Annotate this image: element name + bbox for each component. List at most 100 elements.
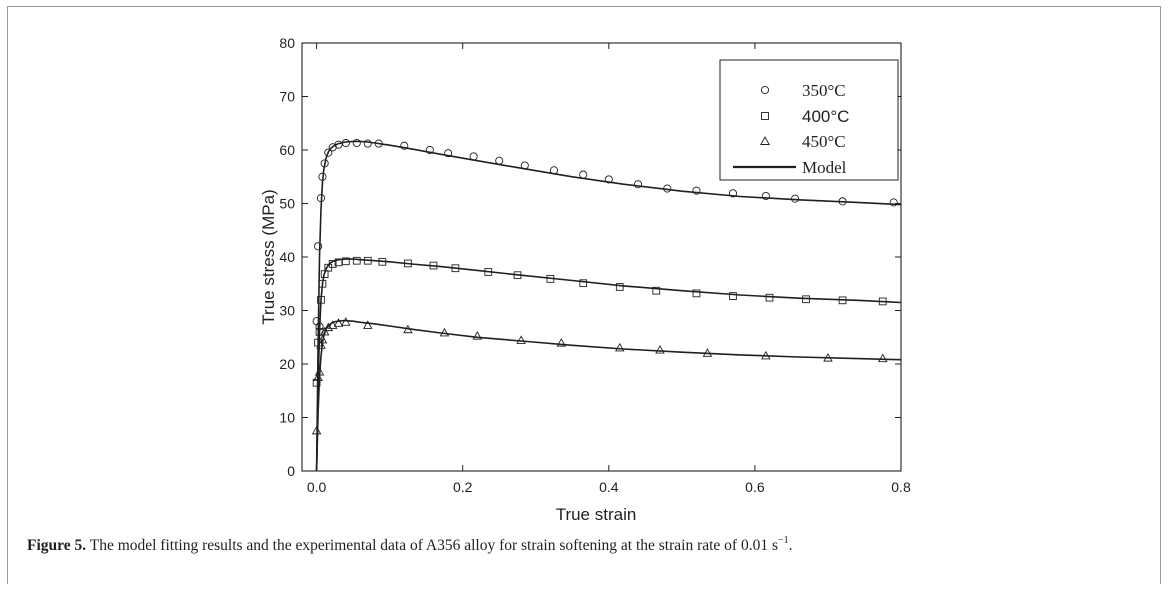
caption-exponent: −1: [778, 534, 789, 546]
point-450: [311, 425, 322, 435]
point-400: [546, 275, 555, 283]
point-400: [317, 295, 325, 304]
point-400: [513, 271, 522, 280]
point-450: [516, 335, 526, 344]
model-curve: [315, 140, 902, 472]
point-400: [315, 328, 324, 336]
point-450: [761, 350, 771, 360]
point-450: [823, 352, 833, 362]
point-350: [324, 148, 333, 157]
point-350: [425, 145, 434, 155]
point-350: [363, 139, 372, 148]
legend-label-450: 450°C: [802, 132, 846, 151]
point-400: [838, 296, 847, 305]
point-350: [495, 156, 504, 165]
point-450: [319, 326, 330, 336]
x-axis-label: True strain: [556, 505, 637, 524]
point-350: [341, 138, 350, 148]
x-tick-label: 0.6: [745, 479, 765, 495]
y-tick-label: 20: [279, 356, 295, 372]
model-curve: [315, 258, 902, 472]
point-350: [633, 180, 643, 189]
point-450: [403, 324, 413, 334]
x-tick-label: 0.2: [453, 479, 473, 495]
y-tick-label: 30: [279, 303, 295, 319]
point-400: [334, 258, 343, 267]
point-400: [484, 268, 493, 276]
point-400: [312, 378, 321, 387]
chart: 0.0 0.2 0.4 0.6 0.8 0 10 20 30 40 50 60 70 80 True st…: [259, 35, 911, 524]
point-350: [352, 138, 361, 148]
point-400: [579, 279, 588, 288]
point-450: [655, 344, 665, 354]
point-400: [404, 259, 412, 268]
legend-label-400: 400°C: [802, 107, 849, 126]
point-450: [702, 348, 713, 357]
point-350: [889, 198, 898, 207]
data-markers: [311, 138, 898, 435]
point-450: [472, 331, 483, 340]
point-350: [604, 175, 613, 184]
figure-caption: Figure 5. The model fitting results and …: [27, 534, 1147, 555]
point-400: [429, 261, 438, 270]
point-450: [316, 340, 326, 349]
point-400: [451, 264, 460, 273]
point-400: [802, 295, 810, 304]
point-450: [439, 327, 450, 337]
point-450: [877, 353, 888, 363]
model-lines: [315, 140, 902, 472]
legend-marker-450: [760, 136, 770, 145]
point-450: [314, 366, 325, 376]
legend-label-350: 350°C: [802, 81, 846, 100]
x-tick-label: 0.4: [599, 479, 619, 495]
axis-ticks: 0.0 0.2 0.4 0.6 0.8 0 10 20 30 40 50 60 70 80: [279, 35, 911, 495]
point-450: [323, 322, 334, 332]
legend-box: [719, 59, 899, 181]
point-400: [341, 257, 350, 266]
caption-label: Figure 5.: [27, 537, 87, 554]
legend-marker-350: [760, 85, 770, 95]
point-400: [378, 257, 387, 266]
model-curve: [315, 319, 902, 472]
point-400: [729, 292, 737, 300]
y-axis-label: True stress (MPa): [259, 189, 278, 324]
figure-frame: 0.0 0.2 0.4 0.6 0.8 0 10 20 30 40 50 60 70 80 True st…: [7, 6, 1161, 584]
caption-text: The model fitting results and the experi…: [86, 537, 778, 554]
y-tick-label: 0: [287, 463, 295, 479]
point-350: [318, 172, 327, 181]
point-350: [791, 194, 800, 203]
point-350: [579, 170, 588, 179]
y-tick-label: 40: [279, 249, 295, 265]
point-350: [316, 194, 326, 203]
point-400: [765, 293, 774, 302]
point-350: [444, 149, 453, 158]
point-450: [614, 342, 625, 352]
point-400: [878, 297, 887, 306]
point-350: [549, 166, 559, 175]
point-400: [363, 256, 372, 265]
y-tick-label: 70: [279, 89, 295, 105]
point-350: [692, 186, 701, 195]
point-350: [663, 184, 672, 193]
legend-label-model: Model: [802, 158, 847, 177]
point-400: [615, 283, 624, 291]
point-450: [556, 338, 567, 347]
y-tick-label: 10: [279, 410, 295, 426]
point-400: [318, 279, 327, 288]
x-tick-label: 0.8: [891, 479, 911, 495]
point-450: [333, 318, 344, 327]
point-350: [315, 322, 324, 331]
point-450: [341, 317, 351, 326]
legend: 350°C 400°C 450°C Model: [719, 59, 899, 181]
y-tick-label: 50: [279, 196, 295, 212]
point-400: [652, 286, 661, 295]
point-400: [692, 289, 701, 298]
point-350: [400, 141, 409, 150]
point-350: [838, 197, 847, 206]
point-350: [520, 161, 529, 170]
point-350: [314, 242, 323, 251]
x-tick-label: 0.0: [307, 479, 327, 495]
point-450: [327, 320, 338, 329]
point-450: [317, 334, 328, 344]
y-tick-label: 60: [279, 142, 295, 158]
